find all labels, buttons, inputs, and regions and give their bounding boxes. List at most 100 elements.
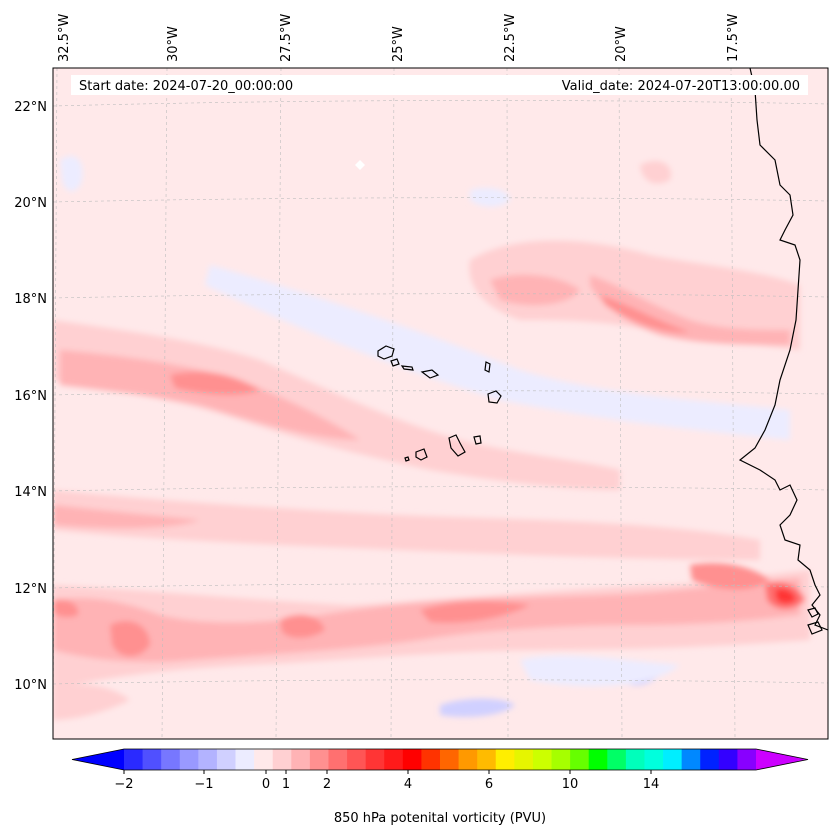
meridian — [390, 68, 395, 739]
lon-label: 25°W — [391, 26, 406, 62]
pv-band-north-core — [490, 274, 580, 306]
colorbar-tick-label: 0 — [262, 777, 270, 792]
lat-label: 20°N — [14, 196, 47, 211]
valid-date-label: Valid_date: 2024-07-20T13:00:00.00 — [562, 79, 800, 94]
pv-negative-patch — [60, 156, 83, 192]
coastlines — [377, 68, 828, 635]
pv-negative-patch — [440, 698, 515, 717]
latitude-labels: 22°N 20°N 18°N 16°N 14°N 12°N 10°N — [14, 100, 47, 693]
missing-data-marker — [355, 160, 365, 170]
colorbar-segment — [142, 749, 162, 770]
pv-band-central-core — [170, 371, 260, 395]
colorbar-tick-label: 10 — [562, 777, 579, 792]
colorbar-segment — [365, 749, 385, 770]
colorbar-segment — [440, 749, 459, 770]
island-sao-nicolau — [400, 365, 414, 371]
parallel — [53, 679, 828, 685]
lon-label: 22.5°W — [503, 14, 518, 62]
lon-label: 32.5°W — [57, 14, 72, 62]
parallel — [53, 390, 828, 396]
colorbar-segment — [570, 749, 590, 770]
colorbar-segment — [588, 749, 608, 770]
pv-patch — [640, 160, 671, 184]
longitude-labels: 32.5°W 30°W 27.5°W 25°W 22.5°W 20°W 17.5… — [57, 14, 741, 62]
colorbar-tick-label: 2 — [323, 777, 331, 792]
pv-band-south-strong — [110, 621, 150, 657]
lon-label: 27.5°W — [279, 14, 294, 62]
lat-label: 18°N — [14, 292, 47, 307]
pv-band-south-core — [53, 505, 200, 529]
colorbar-segment — [291, 749, 311, 770]
colorbar-extend-min — [72, 749, 124, 770]
pv-band-southwest — [53, 684, 130, 720]
pv-negative-patch — [470, 188, 510, 207]
colorbar-segment — [477, 749, 497, 770]
lat-label: 12°N — [14, 582, 47, 597]
colorbar-segment — [458, 749, 478, 770]
map-frame — [52, 67, 829, 740]
parallel — [53, 100, 828, 107]
colorbar-segment — [161, 749, 181, 770]
pv-band-south-strong — [420, 600, 530, 623]
colorbar-segment — [625, 749, 645, 770]
lat-label: 14°N — [14, 485, 47, 500]
pv-band-south-core — [53, 578, 800, 662]
colorbar-segment — [198, 749, 218, 770]
parallel — [53, 583, 828, 589]
colorbar-segment — [718, 749, 738, 770]
colorbar-segment — [663, 749, 683, 770]
island-fogo — [415, 448, 428, 461]
colorbar-segment — [309, 749, 329, 770]
lat-label: 16°N — [14, 389, 47, 404]
pv-band-central-core — [60, 350, 360, 440]
parallel — [53, 293, 828, 299]
colorbar-segment — [235, 749, 255, 770]
colorbar-segment — [532, 749, 552, 770]
parallel — [53, 197, 828, 203]
graticule — [53, 68, 828, 739]
pv-band-south-strong — [690, 563, 770, 590]
colorbar-segment — [700, 749, 720, 770]
colorbar-tick-label: 4 — [404, 777, 412, 792]
meridian — [53, 68, 58, 739]
colorbar-tick-label: 6 — [485, 777, 493, 792]
colorbar-segment — [328, 749, 348, 770]
african-coastline — [738, 68, 828, 631]
island-sao-vicente — [390, 358, 400, 367]
colorbar-segment — [179, 749, 199, 770]
colorbar-segment — [272, 749, 292, 770]
meridian — [506, 68, 509, 739]
parallel — [53, 486, 828, 492]
colorbar-label: 850 hPa potenital vorticity (PVU) — [334, 811, 546, 826]
meridian — [275, 68, 282, 739]
island-santiago — [448, 434, 466, 457]
colorbar-tick-label: −2 — [114, 777, 133, 792]
island-sal — [484, 361, 491, 373]
map-panel — [53, 68, 828, 739]
lon-label: 20°W — [614, 26, 629, 62]
meridian — [730, 68, 736, 739]
lon-label: 30°W — [166, 26, 181, 62]
start-date-label: Start date: 2024-07-20_00:00:00 — [79, 79, 293, 94]
colorbar-segment — [347, 749, 367, 770]
pv-band-south-strong — [280, 614, 325, 638]
pv-band-south-strong — [53, 599, 79, 618]
colorbar-segment — [384, 749, 404, 770]
colorbar-tick-label: 14 — [643, 777, 660, 792]
colorbar-segment — [124, 749, 143, 770]
island-bissagos — [807, 621, 823, 635]
colorbar-segment — [421, 749, 441, 770]
island-brava — [404, 456, 410, 462]
meridian — [161, 68, 168, 739]
colorbar-segment — [402, 749, 422, 770]
island-boa-vista — [487, 390, 502, 404]
pv-band-south — [53, 490, 760, 560]
colorbar-tick-label: −1 — [194, 777, 213, 792]
header-box — [71, 75, 808, 95]
colorbar-tick-label: 1 — [282, 777, 290, 792]
colorbar: −2 −1 0 1 2 4 6 10 14 — [71, 748, 809, 792]
pv-negative-patch — [520, 655, 680, 687]
colorbar-segment — [216, 749, 236, 770]
colorbar-segment — [254, 749, 274, 770]
